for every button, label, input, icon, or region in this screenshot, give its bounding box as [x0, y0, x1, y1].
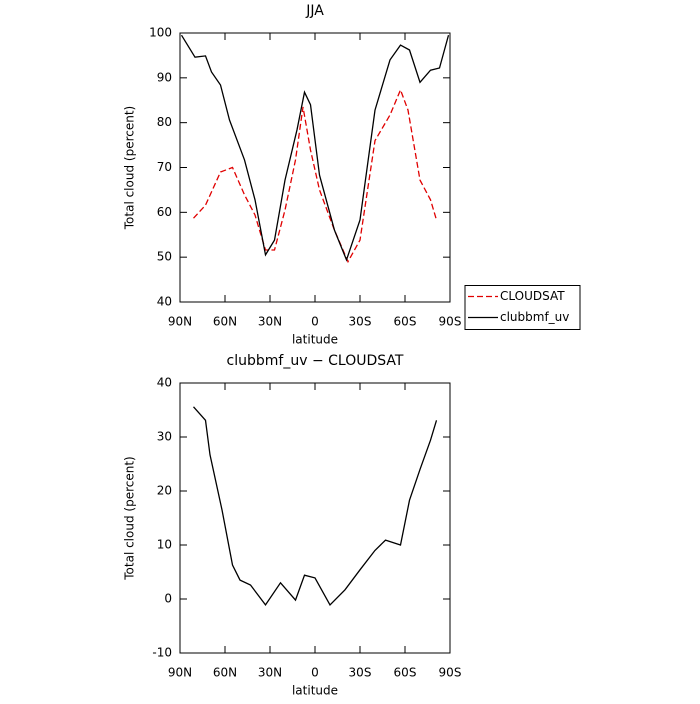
x-tick-label: 60S	[394, 315, 417, 329]
y-tick-label: 40	[157, 376, 172, 390]
y-tick-label: 40	[157, 295, 172, 309]
y-tick-label: 30	[157, 430, 172, 444]
x-tick-label: 90S	[439, 666, 462, 680]
y-tick-label: 20	[157, 484, 172, 498]
x-tick-label: 0	[311, 315, 319, 329]
x-tick-label: 30S	[349, 666, 372, 680]
x-tick-label: 90N	[168, 315, 192, 329]
y-tick-label: 80	[157, 115, 172, 129]
x-tick-label: 30N	[258, 666, 282, 680]
y-tick-label: 50	[157, 250, 172, 264]
y-axis-label: Total cloud (percent)	[123, 106, 137, 230]
x-tick-label: 90N	[168, 666, 192, 680]
chart-title: clubbmf_uv − CLOUDSAT	[227, 353, 404, 369]
y-tick-label: 90	[157, 70, 172, 84]
y-tick-label: 10	[157, 538, 172, 552]
x-axis-label: latitude	[292, 333, 338, 347]
y-axis-label: Total cloud (percent)	[123, 456, 137, 580]
x-tick-label: 0	[311, 666, 319, 680]
x-tick-label: 60N	[213, 666, 237, 680]
x-axis-label: latitude	[292, 684, 338, 698]
line	[193, 406, 438, 607]
x-tick-label: 30N	[258, 315, 282, 329]
legend-box	[464, 285, 581, 330]
x-tick-label: 30S	[349, 315, 372, 329]
legend-label: clubbmf_uv	[500, 310, 569, 324]
x-tick-label: 90S	[439, 315, 462, 329]
line	[193, 88, 438, 264]
y-tick-label: 70	[157, 160, 172, 174]
line	[180, 34, 450, 262]
y-tick-label: 0	[164, 592, 172, 606]
chart-title: JJA	[305, 3, 324, 19]
x-tick-label: 60S	[394, 666, 417, 680]
plot-frame	[179, 382, 451, 654]
legend-label: CLOUDSAT	[500, 289, 565, 303]
y-tick-label: 100	[149, 26, 172, 40]
y-tick-label: -10	[152, 646, 172, 660]
y-tick-label: 60	[157, 205, 172, 219]
x-tick-label: 60N	[213, 315, 237, 329]
